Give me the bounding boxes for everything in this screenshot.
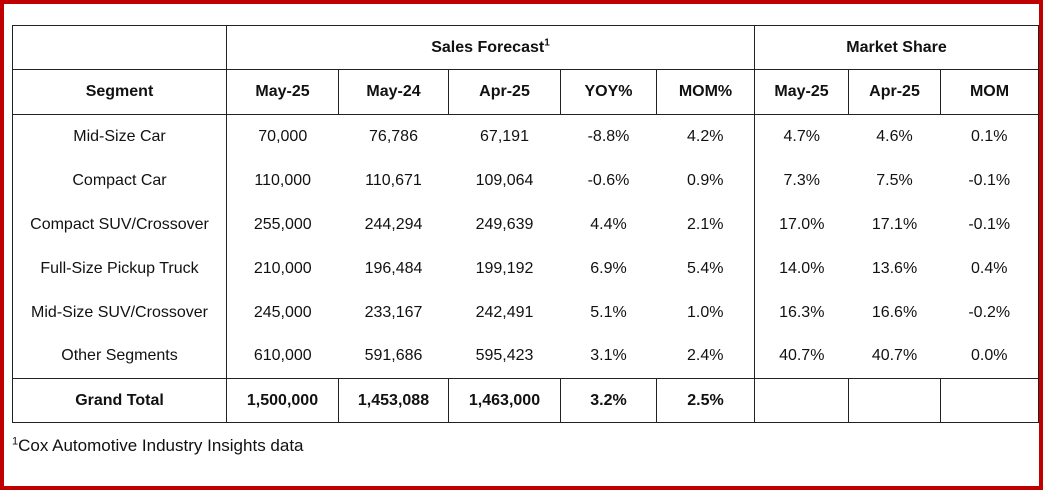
data-cell: 0.9% [656, 158, 755, 203]
data-cell: 67,191 [480, 127, 529, 145]
sales-forecast-label: Sales Forecast [431, 38, 545, 56]
segment-cell: Compact Car [12, 158, 227, 203]
data-cell: 5.1% [590, 303, 627, 321]
data-cell: 1.0% [656, 290, 755, 335]
data-cell: 249,639 [475, 215, 534, 233]
segment-cell: Mid-Size SUV/Crossover [12, 290, 227, 335]
empty-total-cell [754, 378, 849, 423]
data-cell: -0.1% [940, 202, 1039, 247]
data-cell: 6.9% [590, 259, 627, 277]
footnote-text: Cox Automotive Industry Insights data [18, 436, 304, 455]
col-header-sales-apr-25: Apr-25 [448, 69, 561, 115]
data-cell: 40.7% [754, 334, 849, 379]
table-row: Other Segments 610,000 591,686 595,423 3… [12, 334, 1039, 379]
total-cell: 1,453,088 [338, 378, 449, 423]
data-cell: 7.3% [754, 158, 849, 203]
empty-total-cell [848, 378, 941, 423]
grand-total-label: Grand Total [12, 378, 227, 423]
col-header-sales-may-25: May-25 [226, 69, 339, 115]
data-cell: 40.7% [871, 347, 918, 365]
total-cell: 2.5% [656, 378, 755, 423]
data-cell: 0.1% [940, 114, 1039, 159]
data-cell: 196,484 [364, 259, 423, 277]
col-header-share-mom: MOM [940, 69, 1039, 115]
data-cell: 595,423 [475, 347, 534, 365]
data-cell: 4.4% [590, 215, 627, 233]
col-header-mom-pct: MOM% [656, 69, 755, 115]
data-cell: 70,000 [226, 114, 339, 159]
data-cell: 255,000 [226, 202, 339, 247]
empty-total-cell [940, 378, 1039, 423]
data-cell: 109,064 [475, 171, 534, 189]
data-cell: 110,671 [365, 171, 422, 189]
data-cell: -0.6% [587, 171, 630, 189]
table-row: Compact Car 110,000 110,671 109,064 -0.6… [12, 158, 1039, 203]
footnote-marker: 1 [544, 37, 550, 49]
data-cell: 17.1% [871, 215, 918, 233]
data-cell: 4.6% [876, 127, 913, 145]
data-cell: 16.3% [754, 290, 849, 335]
data-cell: 0.4% [940, 246, 1039, 291]
sales-forecast-table-container: Sales Forecast1 Market Share Segment May… [12, 25, 1039, 423]
data-cell: 14.0% [754, 246, 849, 291]
data-cell: 17.0% [754, 202, 849, 247]
data-cell: -8.8% [587, 127, 630, 145]
table-row: Mid-Size Car 70,000 76,786 67,191 -8.8% … [12, 114, 1039, 159]
footnote-sup: 1 [12, 435, 19, 448]
col-header-share-may-25: May-25 [754, 69, 849, 115]
data-cell: 16.6% [871, 303, 918, 321]
data-cell: 591,686 [364, 347, 423, 365]
col-header-share-apr-25: Apr-25 [848, 69, 941, 115]
data-cell: 233,167 [364, 303, 423, 321]
market-share-group-header: Market Share [754, 25, 1039, 70]
table-row: Compact SUV/Crossover 255,000 244,294 24… [12, 202, 1039, 247]
segment-cell: Full-Size Pickup Truck [12, 246, 227, 291]
segment-cell: Other Segments [12, 334, 227, 379]
sales-forecast-group-header: Sales Forecast1 [226, 25, 755, 70]
data-cell: -0.2% [940, 290, 1039, 335]
data-cell: 4.7% [754, 114, 849, 159]
col-header-yoy: YOY% [560, 69, 657, 115]
empty-corner-cell [12, 25, 227, 70]
sales-forecast-table: Sales Forecast1 Market Share Segment May… [12, 25, 1039, 423]
col-header-segment: Segment [12, 69, 227, 115]
table-row: Full-Size Pickup Truck 210,000 196,484 1… [12, 246, 1039, 291]
data-cell: 3.1% [590, 347, 627, 365]
source-footnote: 1Cox Automotive Industry Insights data [12, 436, 304, 456]
data-cell: 242,491 [475, 303, 534, 321]
data-cell: 199,192 [475, 259, 534, 277]
data-cell: 610,000 [226, 334, 339, 379]
group-header-row: Sales Forecast1 Market Share [12, 25, 1039, 70]
data-cell: 13.6% [871, 259, 918, 277]
data-cell: 110,000 [226, 158, 339, 203]
data-cell: 7.5% [876, 171, 913, 189]
total-cell: 1,500,000 [226, 378, 339, 423]
segment-cell: Compact SUV/Crossover [12, 202, 227, 247]
total-cell: 1,463,000 [448, 378, 561, 423]
column-header-row: Segment May-25 May-24 Apr-25 YOY% MOM% M… [12, 69, 1039, 115]
data-cell: -0.1% [940, 158, 1039, 203]
data-cell: 2.1% [656, 202, 755, 247]
grand-total-row: Grand Total 1,500,000 1,453,088 1,463,00… [12, 378, 1039, 423]
segment-cell: Mid-Size Car [12, 114, 227, 159]
data-cell: 76,786 [369, 127, 418, 145]
data-cell: 2.4% [656, 334, 755, 379]
data-cell: 244,294 [364, 215, 423, 233]
data-cell: 245,000 [226, 290, 339, 335]
data-cell: 0.0% [940, 334, 1039, 379]
total-cell: 3.2% [560, 378, 657, 423]
data-cell: 5.4% [656, 246, 755, 291]
col-header-sales-may-24: May-24 [338, 69, 449, 115]
data-cell: 210,000 [226, 246, 339, 291]
table-row: Mid-Size SUV/Crossover 245,000 233,167 2… [12, 290, 1039, 335]
data-cell: 4.2% [656, 114, 755, 159]
